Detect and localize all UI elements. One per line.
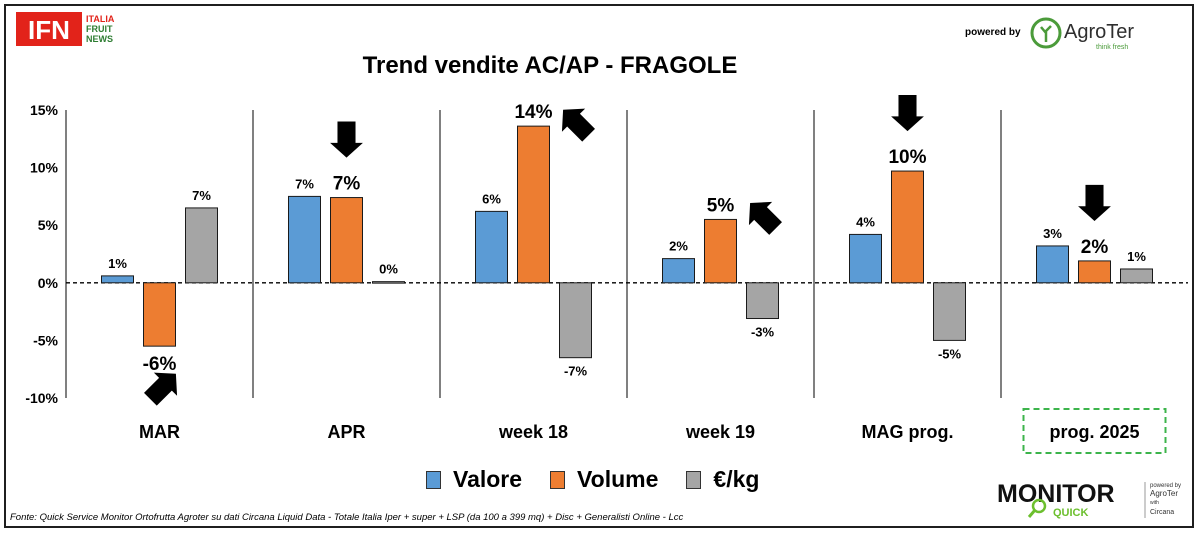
arrow-icon — [144, 372, 178, 406]
arrow-icon — [891, 95, 924, 132]
legend-swatch-valore — [426, 470, 441, 489]
data-label-valore: 4% — [856, 214, 875, 229]
data-label-volume: 2% — [1081, 237, 1109, 258]
data-label-valore: 6% — [482, 191, 501, 206]
bar-eur-kg — [559, 282, 592, 359]
powered-by-label: powered by — [965, 27, 1021, 38]
data-label-volume: -6% — [143, 354, 177, 375]
legend: Valore Volume €/kg — [426, 466, 759, 493]
bar-valore — [288, 195, 321, 284]
bar-volume — [517, 125, 550, 284]
legend-label-volume: Volume — [577, 466, 659, 492]
legend-label-eur-kg: €/kg — [713, 466, 760, 492]
x-tick-label: MAG prog. — [862, 422, 954, 442]
arrow-icon — [1078, 184, 1111, 221]
y-tick-label: -10% — [25, 390, 58, 406]
labels-layer: 15% 10% 5% 0% -5% -10% MAR APR week 18 week 19 MAG… — [25, 102, 1146, 442]
x-tick-label: prog. 2025 — [1049, 422, 1139, 442]
bar-valore — [475, 210, 508, 284]
highlight-box — [1022, 408, 1167, 454]
bar-valore — [849, 233, 882, 284]
bar-valore — [1036, 245, 1069, 284]
monitor-quick-logo: MONITOR QUICK powered by AgroTer with Ci… — [997, 480, 1181, 519]
legend-swatch-volume — [550, 470, 566, 489]
chart-title: Trend vendite AC/AP - FRAGOLE — [362, 52, 738, 79]
data-label-eur-kg: 1% — [1127, 249, 1146, 264]
monitor-partner: AgroTer — [1150, 489, 1178, 498]
ifn-logo: IFN ITALIA FRUIT NEWS — [16, 12, 115, 46]
data-label-volume: 14% — [514, 102, 552, 123]
agroter-logo-text: AgroTer — [1064, 21, 1134, 43]
ifn-logo-sub-2: FRUIT — [86, 24, 113, 34]
bar-valore — [101, 275, 134, 284]
data-label-eur-kg: 0% — [379, 262, 398, 277]
monitor-logo-text: MONITOR — [997, 480, 1115, 508]
data-label-volume: 10% — [888, 147, 926, 168]
x-tick-label: APR — [327, 422, 365, 442]
legend-label-valore: Valore — [453, 466, 523, 492]
data-label-volume: 5% — [707, 195, 735, 216]
arrow-icon — [330, 121, 363, 158]
y-tick-label: 10% — [30, 160, 59, 176]
monitor-logo-sub: QUICK — [1053, 507, 1089, 519]
y-tick-label: 0% — [38, 275, 59, 291]
agroter-tagline: think fresh — [1096, 44, 1128, 51]
bar-eur-kg — [372, 281, 405, 284]
data-label-eur-kg: -3% — [751, 325, 775, 340]
bar-eur-kg — [185, 207, 218, 284]
legend-item-volume: Volume — [550, 466, 658, 493]
arrow-icon — [748, 201, 782, 235]
chart-frame — [4, 4, 1194, 528]
grid-layer — [65, 110, 1188, 454]
legend-item-eur-kg: €/kg — [686, 466, 759, 493]
data-label-eur-kg: 7% — [192, 188, 211, 203]
tree-branches-icon — [1040, 25, 1052, 42]
bar-volume — [891, 170, 924, 284]
ifn-logo-sub-3: NEWS — [86, 34, 113, 44]
magnifier-icon — [1031, 498, 1047, 514]
x-tick-label: MAR — [139, 422, 180, 442]
data-label-eur-kg: -7% — [564, 364, 588, 379]
bars-layer — [101, 125, 1153, 359]
ifn-logo-sub-1: ITALIA — [86, 14, 115, 24]
magnifier-handle-icon — [1027, 509, 1037, 518]
monitor-powered: powered by — [1150, 483, 1181, 489]
ifn-logo-text: IFN — [28, 15, 70, 45]
arrows-layer — [144, 95, 1111, 406]
y-tick-label: 5% — [38, 217, 59, 233]
arrow-icon — [561, 108, 595, 142]
bar-eur-kg — [933, 282, 966, 341]
y-tick-label: -5% — [33, 332, 58, 348]
legend-swatch-eur-kg — [686, 470, 702, 489]
data-label-valore: 3% — [1043, 226, 1062, 241]
data-label-eur-kg: -5% — [938, 346, 962, 361]
data-label-valore: 7% — [295, 176, 314, 191]
bar-eur-kg — [1120, 268, 1153, 284]
legend-item-valore: Valore — [426, 466, 522, 493]
monitor-circana: Circana — [1150, 509, 1174, 516]
data-label-valore: 2% — [669, 239, 688, 254]
bar-valore — [662, 258, 695, 284]
bar-volume — [143, 282, 176, 347]
y-tick-label: 15% — [30, 102, 59, 118]
bar-volume — [704, 218, 737, 284]
x-tick-label: week 19 — [685, 422, 755, 442]
x-tick-label: week 18 — [498, 422, 568, 442]
agroter-logo: AgroTer think fresh — [1030, 17, 1134, 51]
bar-volume — [1078, 260, 1111, 284]
bar-volume — [330, 197, 363, 284]
tree-icon — [1030, 17, 1062, 49]
monitor-with: with — [1150, 500, 1159, 506]
ifn-logo-background — [16, 12, 82, 46]
bar-eur-kg — [746, 282, 779, 320]
data-label-volume: 7% — [333, 174, 361, 195]
data-label-valore: 1% — [108, 256, 127, 271]
source-note: Fonte: Quick Service Monitor Ortofrutta … — [10, 512, 684, 523]
